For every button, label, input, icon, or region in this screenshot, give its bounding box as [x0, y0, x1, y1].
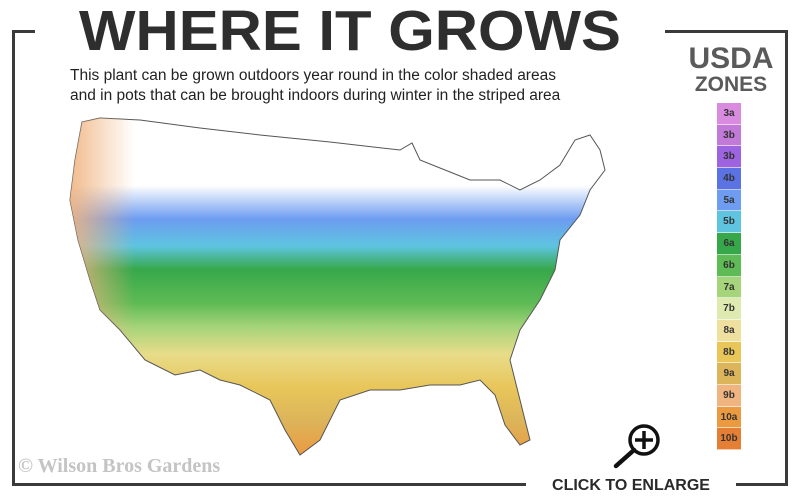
- subtitle-line-1: This plant can be grown outdoors year ro…: [70, 67, 556, 84]
- page-title: WHERE IT GROWS: [35, 0, 665, 62]
- legend-zone-3b: 3b: [717, 146, 741, 169]
- zoom-in-icon[interactable]: [608, 420, 668, 470]
- legend-zone-8b: 8b: [717, 341, 741, 364]
- us-map-shape: [69, 117, 606, 456]
- subtitle-line-2: and in pots that can be brought indoors …: [70, 87, 561, 104]
- legend-title-line-2: ZONES: [694, 73, 768, 96]
- click-to-enlarge-button[interactable]: CLICK TO ENLARGE: [526, 474, 736, 498]
- legend-zone-9b: 9b: [717, 384, 741, 407]
- subtitle: This plant can be grown outdoors year ro…: [70, 66, 630, 106]
- legend-zone-8a: 8a: [717, 319, 741, 342]
- legend-title-line-1: USDA: [688, 42, 774, 75]
- legend-zone-5a: 5a: [717, 189, 741, 212]
- legend-title: USDA ZONES: [676, 44, 786, 96]
- copyright-watermark: © Wilson Bros Gardens: [18, 455, 221, 477]
- legend-zone-9a: 9a: [717, 363, 741, 385]
- legend-zone-6a: 6a: [717, 233, 741, 255]
- legend-zone-10a: 10a: [717, 406, 741, 429]
- legend-zone-5b: 5b: [717, 211, 741, 234]
- legend-zone-3b: 3b: [717, 124, 741, 147]
- legend-zone-7b: 7b: [717, 298, 741, 320]
- legend-zone-7a: 7a: [717, 276, 741, 299]
- zone-legend: 3a 3b 3b 4b 5a 5b 6a 6b 7a 7b 8a 8b 9a 9b 10a 10b: [717, 103, 741, 450]
- legend-zone-6b: 6b: [717, 254, 741, 277]
- legend-zone-10b: 10b: [717, 428, 741, 450]
- legend-zone-3a: 3a: [717, 103, 741, 125]
- legend-zone-4b: 4b: [717, 168, 741, 190]
